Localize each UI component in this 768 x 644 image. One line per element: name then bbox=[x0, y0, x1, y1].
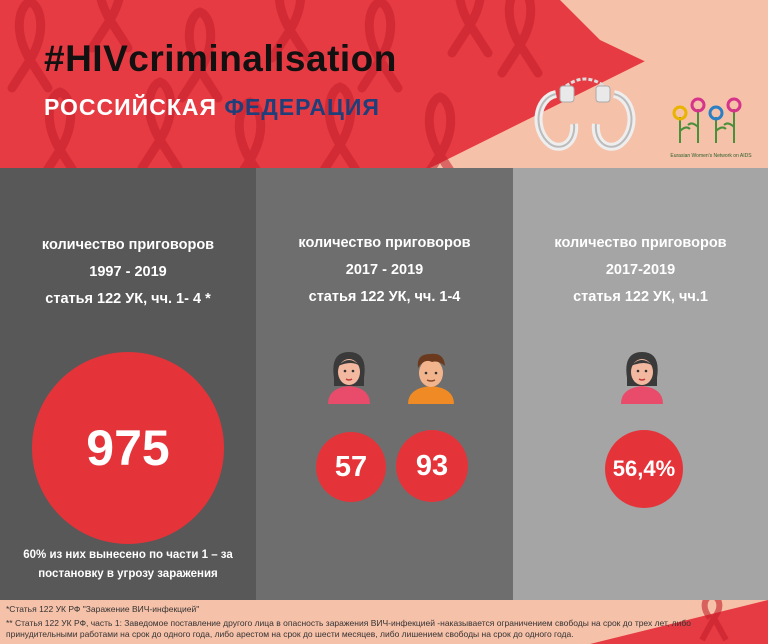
hashtag-title: #HIVcriminalisation bbox=[44, 38, 397, 79]
panel-gender-sentences: количество приговоров 2017 - 2019 статья… bbox=[256, 168, 513, 600]
woman-icon bbox=[621, 352, 663, 404]
panel-heading: количество приговоров 2017 - 2019 статья… bbox=[256, 230, 513, 311]
ewna-logo: Eurasian Women's Network on AIDS bbox=[666, 95, 756, 159]
heading-line: количество приговоров bbox=[554, 235, 727, 251]
heading-line: 1997 - 2019 bbox=[89, 264, 167, 280]
red-ribbon-background-icon bbox=[0, 0, 768, 168]
handcuffs-icon bbox=[534, 77, 636, 151]
woman-icon bbox=[328, 352, 370, 404]
heading-line: 2017 - 2019 bbox=[345, 262, 424, 278]
female-share-circle: 56,4% bbox=[605, 430, 683, 508]
note-line: 60% из них вынесено по части 1 – за bbox=[23, 549, 233, 561]
country-title-part1: РОССИЙСКАЯ bbox=[44, 94, 217, 120]
panel-female-share: количество приговоров 2017-2019 статья 1… bbox=[513, 168, 768, 600]
total-count-circle: 975 bbox=[32, 352, 224, 544]
man-icon bbox=[408, 353, 454, 404]
footnotes: *Статья 122 УК РФ "Заражение ВИЧ-инфекци… bbox=[0, 600, 768, 644]
female-count-circle: 57 bbox=[316, 432, 386, 502]
panel-total-sentences: количество приговоров 1997 - 2019 статья… bbox=[0, 168, 256, 600]
panel-heading: количество приговоров 1997 - 2019 статья… bbox=[0, 232, 256, 313]
logo-caption: Eurasian Women's Network on AIDS bbox=[670, 153, 752, 159]
footnote-3: принудительными работами на срок до одно… bbox=[6, 629, 574, 639]
heading-line: статья 122 УК, чч. 1-4 bbox=[308, 289, 461, 305]
country-title: РОССИЙСКАЯ ФЕДЕРАЦИЯ bbox=[44, 94, 380, 121]
male-count-circle: 93 bbox=[396, 430, 468, 502]
heading-line: статья 122 УК, чч.1 bbox=[573, 289, 708, 305]
panel-heading: количество приговоров 2017-2019 статья 1… bbox=[513, 230, 768, 311]
panel-note: 60% из них вынесено по части 1 – за пост… bbox=[0, 546, 256, 584]
heading-line: 2017-2019 bbox=[605, 262, 676, 278]
flowers-logo-icon bbox=[672, 97, 742, 143]
heading-line: количество приговоров bbox=[298, 235, 471, 251]
note-line: постановку в угрозу заражения bbox=[38, 568, 218, 580]
heading-line: количество приговоров bbox=[41, 237, 215, 253]
ribbon-footer-icon bbox=[560, 600, 768, 644]
footnote-2: ** Статья 122 УК РФ, часть 1: Заведомое … bbox=[6, 618, 691, 628]
heading-line: статья 122 УК, чч. 1- 4 * bbox=[45, 291, 211, 307]
footnote-1: *Статья 122 УК РФ "Заражение ВИЧ-инфекци… bbox=[6, 604, 200, 614]
country-title-part2: ФЕДЕРАЦИЯ bbox=[224, 94, 380, 120]
header-banner: #HIVcriminalisation РОССИЙСКАЯ ФЕДЕРАЦИЯ… bbox=[0, 0, 768, 168]
